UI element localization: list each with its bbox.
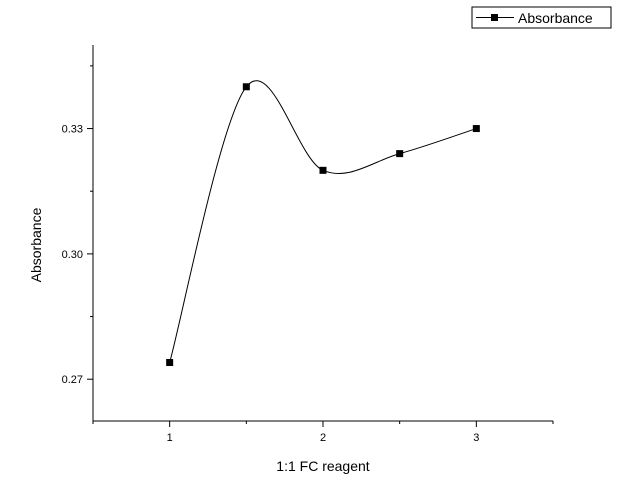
- x-tick-label: 2: [320, 432, 326, 444]
- y-tick-label: 0.30: [62, 249, 83, 261]
- y-tick-label: 0.33: [62, 124, 83, 136]
- data-point: [242, 83, 250, 91]
- legend-label: Absorbance: [518, 10, 593, 26]
- data-point: [166, 359, 174, 367]
- plot-area: [166, 80, 480, 367]
- y-axis-label: Absorbance: [28, 207, 44, 282]
- data-point: [319, 166, 327, 174]
- series-line: [169, 80, 477, 363]
- data-point: [396, 150, 404, 158]
- axis-ticks: 1 2 3 0.27 0.30 0.33: [62, 65, 554, 444]
- legend-marker: [491, 14, 498, 21]
- legend-box: [471, 6, 612, 29]
- x-tick-label: 3: [473, 432, 479, 444]
- x-tick-label: 1: [167, 432, 173, 444]
- legend: Absorbance: [471, 6, 612, 29]
- data-point: [472, 125, 480, 133]
- y-tick-label: 0.27: [62, 374, 83, 386]
- x-axis-label: 1:1 FC reagent: [276, 458, 369, 474]
- axes: [92, 45, 553, 422]
